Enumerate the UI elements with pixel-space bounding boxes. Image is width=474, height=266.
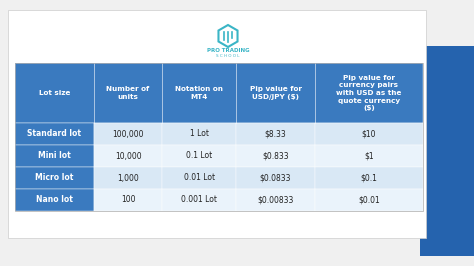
FancyBboxPatch shape	[15, 123, 94, 145]
FancyBboxPatch shape	[94, 167, 163, 189]
FancyBboxPatch shape	[435, 66, 474, 256]
Text: 10,000: 10,000	[115, 152, 141, 160]
Text: 0.1 Lot: 0.1 Lot	[186, 152, 212, 160]
FancyBboxPatch shape	[163, 145, 236, 167]
Text: S C H O O L: S C H O O L	[216, 54, 240, 58]
Text: 1,000: 1,000	[117, 173, 139, 182]
Text: $0.0833: $0.0833	[260, 173, 292, 182]
FancyBboxPatch shape	[236, 145, 315, 167]
Text: $0.1: $0.1	[361, 173, 377, 182]
Text: $10: $10	[362, 130, 376, 139]
Text: 0.01 Lot: 0.01 Lot	[184, 173, 215, 182]
FancyBboxPatch shape	[163, 123, 236, 145]
FancyBboxPatch shape	[236, 189, 315, 211]
Text: $8.33: $8.33	[264, 130, 286, 139]
FancyBboxPatch shape	[94, 189, 163, 211]
Text: 100,000: 100,000	[112, 130, 144, 139]
FancyBboxPatch shape	[420, 46, 474, 256]
FancyBboxPatch shape	[315, 145, 423, 167]
FancyBboxPatch shape	[15, 145, 94, 167]
Text: Micro lot: Micro lot	[35, 173, 73, 182]
Text: $1: $1	[364, 152, 374, 160]
Text: Number of
units: Number of units	[107, 86, 150, 100]
FancyBboxPatch shape	[236, 167, 315, 189]
Text: 0.001 Lot: 0.001 Lot	[182, 196, 218, 205]
FancyBboxPatch shape	[94, 145, 163, 167]
Text: $0.00833: $0.00833	[257, 196, 294, 205]
FancyBboxPatch shape	[236, 123, 315, 145]
Text: Lot size: Lot size	[39, 90, 70, 96]
FancyBboxPatch shape	[315, 189, 423, 211]
Text: Standard lot: Standard lot	[27, 130, 82, 139]
FancyBboxPatch shape	[163, 167, 236, 189]
FancyBboxPatch shape	[94, 123, 163, 145]
Text: Notation on
MT4: Notation on MT4	[175, 86, 223, 100]
Text: $0.01: $0.01	[358, 196, 380, 205]
FancyBboxPatch shape	[315, 167, 423, 189]
Text: 1 Lot: 1 Lot	[190, 130, 209, 139]
Text: 100: 100	[121, 196, 135, 205]
Text: PRO TRADING: PRO TRADING	[207, 48, 249, 53]
FancyBboxPatch shape	[8, 10, 426, 238]
Text: Nano lot: Nano lot	[36, 196, 73, 205]
Text: Mini lot: Mini lot	[38, 152, 71, 160]
FancyBboxPatch shape	[315, 123, 423, 145]
Text: $0.833: $0.833	[262, 152, 289, 160]
FancyBboxPatch shape	[15, 63, 423, 123]
Text: Pip value for
currency pairs
with USD as the
quote currency
($): Pip value for currency pairs with USD as…	[336, 75, 401, 111]
FancyBboxPatch shape	[163, 189, 236, 211]
FancyBboxPatch shape	[15, 167, 94, 189]
FancyBboxPatch shape	[15, 189, 94, 211]
Text: Pip value for
USD/JPY ($): Pip value for USD/JPY ($)	[249, 86, 301, 100]
